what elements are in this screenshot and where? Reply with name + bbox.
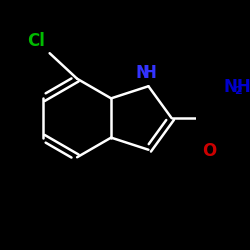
Text: NH: NH — [224, 78, 250, 96]
Text: H: H — [143, 64, 157, 82]
Text: N: N — [135, 64, 149, 82]
Text: 2: 2 — [234, 86, 242, 96]
Text: Cl: Cl — [28, 32, 46, 50]
Text: O: O — [202, 142, 216, 160]
